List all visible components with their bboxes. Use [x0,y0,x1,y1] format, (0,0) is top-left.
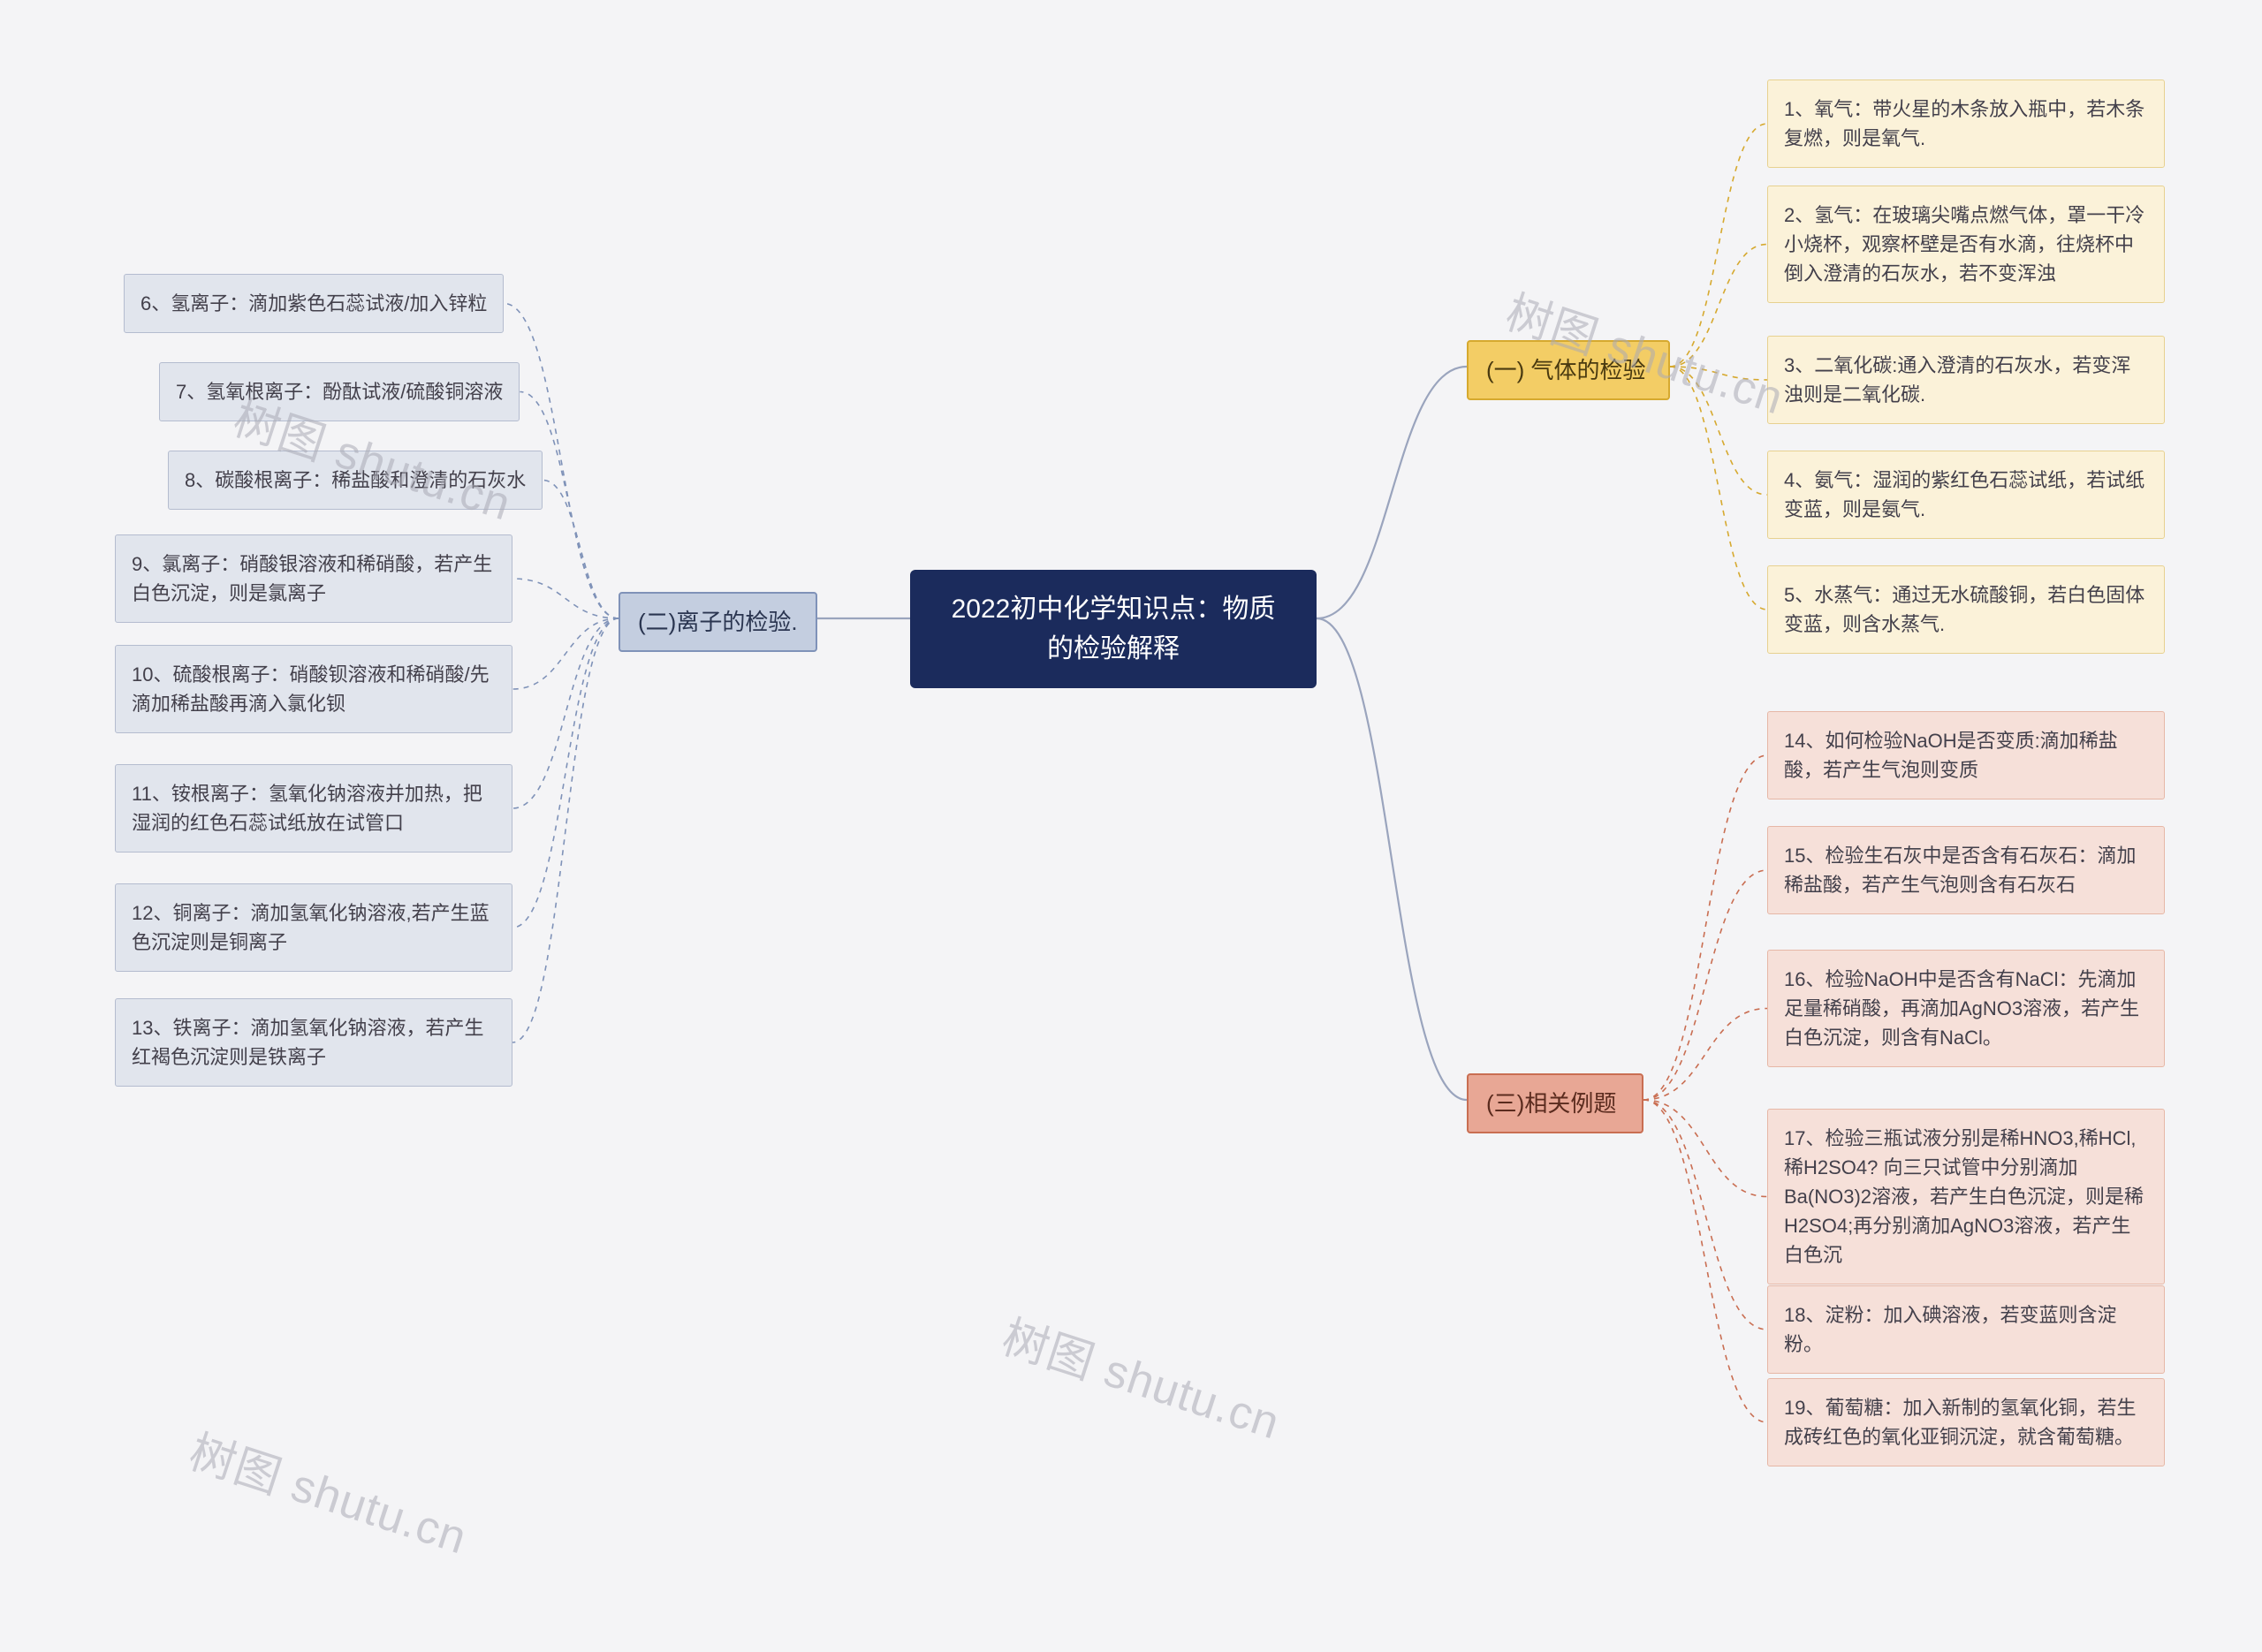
leaf-text: 11、铵根离子：氢氧化钠溶液并加热，把湿润的红色石蕊试纸放在试管口 [132,783,482,834]
leaf-b2l7: 12、铜离子：滴加氢氧化钠溶液,若产生蓝色沉淀则是铜离子 [115,883,512,972]
leaf-b1l5: 5、水蒸气：通过无水硫酸铜，若白色固体变蓝，则含水蒸气. [1767,565,2165,654]
root-label: 2022初中化学知识点：物质的检验解释 [952,595,1276,663]
leaf-text: 7、氢氧根离子：酚酞试液/硫酸铜溶液 [176,381,503,403]
branch-b3: (三)相关例题 [1467,1073,1643,1133]
leaf-text: 5、水蒸气：通过无水硫酸铜，若白色固体变蓝，则含水蒸气. [1784,584,2144,635]
leaf-b2l6: 11、铵根离子：氢氧化钠溶液并加热，把湿润的红色石蕊试纸放在试管口 [115,764,512,853]
leaf-text: 13、铁离子：滴加氢氧化钠溶液，若产生红褐色沉淀则是铁离子 [132,1017,483,1068]
leaf-text: 6、氢离子：滴加紫色石蕊试液/加入锌粒 [140,292,487,314]
branch-label: (二)离子的检验. [638,609,798,635]
leaf-text: 15、检验生石灰中是否含有石灰石：滴加稀盐酸，若产生气泡则含有石灰石 [1784,845,2136,896]
branch-b2: (二)离子的检验. [619,592,817,652]
leaf-b3l6: 19、葡萄糖：加入新制的氢氧化铜，若生成砖红色的氧化亚铜沉淀，就含葡萄糖。 [1767,1378,2165,1466]
leaf-b2l3: 8、碳酸根离子：稀盐酸和澄清的石灰水 [168,451,543,510]
leaf-text: 4、氨气：湿润的紫红色石蕊试纸，若试纸变蓝，则是氨气. [1784,469,2144,520]
leaf-b2l1: 6、氢离子：滴加紫色石蕊试液/加入锌粒 [124,274,504,333]
leaf-text: 2、氢气：在玻璃尖嘴点燃气体，罩一干冷小烧杯，观察杯壁是否有水滴，往烧杯中倒入澄… [1784,204,2144,284]
leaf-text: 18、淀粉：加入碘溶液，若变蓝则含淀粉。 [1784,1304,2116,1355]
leaf-b1l1: 1、氧气：带火星的木条放入瓶中，若木条复燃，则是氧气. [1767,80,2165,168]
leaf-text: 9、氯离子：硝酸银溶液和稀硝酸，若产生白色沉淀，则是氯离子 [132,553,492,604]
leaf-text: 3、二氧化碳:通入澄清的石灰水，若变浑浊则是二氧化碳. [1784,354,2130,405]
leaf-b3l5: 18、淀粉：加入碘溶液，若变蓝则含淀粉。 [1767,1285,2165,1374]
leaf-b2l4: 9、氯离子：硝酸银溶液和稀硝酸，若产生白色沉淀，则是氯离子 [115,534,512,623]
leaf-text: 16、检验NaOH中是否含有NaCl：先滴加足量稀硝酸，再滴加AgNO3溶液，若… [1784,968,2139,1049]
watermark: 树图 shutu.cn [995,1300,1289,1451]
leaf-text: 8、碳酸根离子：稀盐酸和澄清的石灰水 [185,469,526,491]
leaf-b3l3: 16、检验NaOH中是否含有NaCl：先滴加足量稀硝酸，再滴加AgNO3溶液，若… [1767,950,2165,1067]
branch-label: (一) 气体的检验 [1486,357,1646,383]
leaf-text: 12、铜离子：滴加氢氧化钠溶液,若产生蓝色沉淀则是铜离子 [132,902,490,953]
leaf-b3l4: 17、检验三瓶试液分别是稀HNO3,稀HCl,稀H2SO4? 向三只试管中分别滴… [1767,1109,2165,1284]
mindmap-canvas: { "canvas": { "width": 2560, "height": 1… [0,0,2262,1652]
leaf-b1l2: 2、氢气：在玻璃尖嘴点燃气体，罩一干冷小烧杯，观察杯壁是否有水滴，往烧杯中倒入澄… [1767,186,2165,303]
leaf-text: 19、葡萄糖：加入新制的氢氧化铜，若生成砖红色的氧化亚铜沉淀，就含葡萄糖。 [1784,1397,2136,1448]
leaf-b2l5: 10、硫酸根离子：硝酸钡溶液和稀硝酸/先滴加稀盐酸再滴入氯化钡 [115,645,512,733]
leaf-b2l2: 7、氢氧根离子：酚酞试液/硫酸铜溶液 [159,362,520,421]
root-node: 2022初中化学知识点：物质的检验解释 [910,570,1317,688]
watermark: 树图 shutu.cn [182,1414,476,1566]
leaf-b3l1: 14、如何检验NaOH是否变质:滴加稀盐酸，若产生气泡则变质 [1767,711,2165,799]
leaf-b1l4: 4、氨气：湿润的紫红色石蕊试纸，若试纸变蓝，则是氨气. [1767,451,2165,539]
leaf-text: 17、检验三瓶试液分别是稀HNO3,稀HCl,稀H2SO4? 向三只试管中分别滴… [1784,1127,2144,1266]
leaf-text: 10、硫酸根离子：硝酸钡溶液和稀硝酸/先滴加稀盐酸再滴入氯化钡 [132,663,490,715]
leaf-text: 14、如何检验NaOH是否变质:滴加稀盐酸，若产生气泡则变质 [1784,730,2118,781]
leaf-b2l8: 13、铁离子：滴加氢氧化钠溶液，若产生红褐色沉淀则是铁离子 [115,998,512,1087]
branch-b1: (一) 气体的检验 [1467,340,1670,400]
leaf-b3l2: 15、检验生石灰中是否含有石灰石：滴加稀盐酸，若产生气泡则含有石灰石 [1767,826,2165,914]
branch-label: (三)相关例题 [1486,1090,1616,1117]
leaf-b1l3: 3、二氧化碳:通入澄清的石灰水，若变浑浊则是二氧化碳. [1767,336,2165,424]
leaf-text: 1、氧气：带火星的木条放入瓶中，若木条复燃，则是氧气. [1784,98,2144,149]
